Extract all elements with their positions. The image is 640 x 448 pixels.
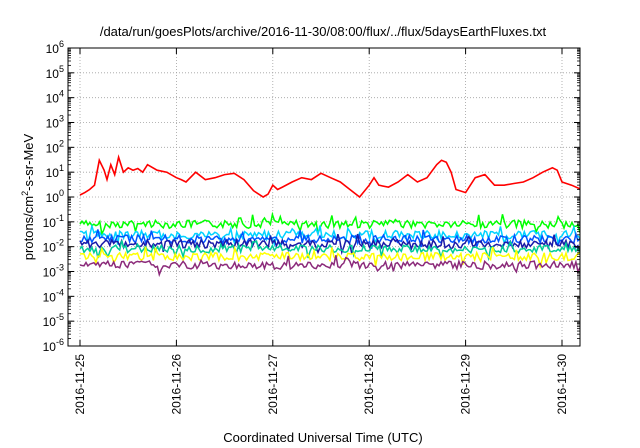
y-tick-label: 103 [46,114,64,131]
x-tick-label: 2016-11-25 [73,354,87,415]
y-tick-label: 10-5 [43,312,64,329]
x-tick-label: 2016-11-27 [266,354,280,415]
y-tick-label: 10-1 [43,213,64,230]
y-tick-label: 10-6 [43,337,64,354]
series-line-1 [79,154,580,199]
x-tick-label: 2016-11-29 [459,354,473,415]
x-tick-label: 2016-11-30 [555,354,569,415]
y-tick-label: 10-3 [43,263,64,280]
tick-marks [68,47,580,347]
y-tick-label: 100 [46,188,64,205]
series-layer [79,154,580,278]
y-axis-label: protons/cm2-s-sr-MeV [20,133,36,260]
series-line-2 [79,211,580,237]
x-tick-labels: 2016-11-25 2016-11-26 2016-11-27 2016-11-28… [73,354,569,415]
y-tick-label: 102 [46,138,64,155]
y-tick-label: 106 [46,39,64,56]
y-tick-label: 10-4 [43,287,64,304]
series-line-7 [79,245,580,270]
x-axis-label: Coordinated Universal Time (UTC) [223,430,422,445]
x-tick-label: 2016-11-26 [169,354,183,415]
x-tick-label: 2016-11-28 [362,354,376,415]
y-tick-labels: 10-6 10-5 10-4 10-3 10-2 10-1 100 101 102 103 104 1… [43,39,64,354]
series-line-4 [79,229,580,250]
chart-title: /data/run/goesPlots/archive/2016-11-30/0… [100,24,547,39]
y-tick-label: 101 [46,163,64,180]
series-line-6 [79,240,580,262]
y-tick-label: 104 [46,89,64,106]
series-line-8 [79,255,580,278]
y-tick-label: 105 [46,64,64,81]
y-tick-label: 10-2 [43,238,64,255]
